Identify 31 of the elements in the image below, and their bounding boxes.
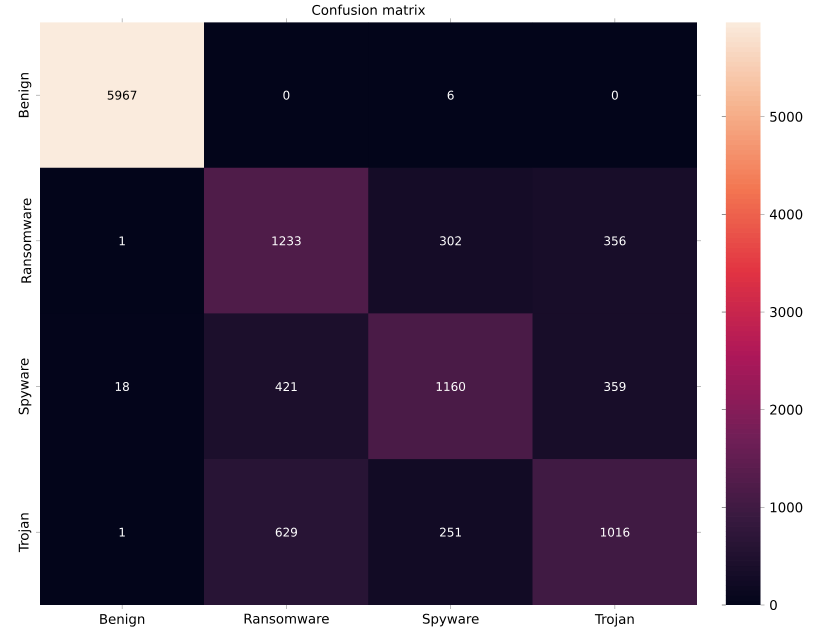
data-label: 251 <box>440 528 461 537</box>
color-bar-label: 4000 <box>770 209 802 220</box>
data-label: 1016 <box>600 528 630 537</box>
x-tick-label: Ransomware <box>244 614 329 624</box>
data-label: 421 <box>276 382 297 391</box>
data-label: 0 <box>612 90 618 100</box>
y-tick-label: Ransomware <box>21 198 32 283</box>
y-tick-label: Trojan <box>18 513 32 552</box>
color-bar-label: 5000 <box>770 112 802 122</box>
data-label: 1 <box>120 528 125 537</box>
y-tick-label: Benign <box>18 73 32 118</box>
data-label: 5967 <box>108 90 136 100</box>
x-tick-label: Spyware <box>422 614 479 626</box>
color-bar-label: 1000 <box>770 502 802 512</box>
data-label: 356 <box>604 236 626 246</box>
data-label: 6 <box>448 90 454 100</box>
data-label: 629 <box>276 528 297 537</box>
data-label: 1160 <box>436 382 466 392</box>
data-label: 359 <box>604 382 626 392</box>
data-label: 0 <box>283 90 290 100</box>
chart-title: Confusion matrix <box>312 4 426 15</box>
y-tick-label: Spyware <box>18 358 32 414</box>
x-tick-label: Trojan <box>594 614 634 627</box>
data-label: 302 <box>440 236 461 246</box>
color-bar-label: 2000 <box>770 404 802 415</box>
color-bar-label: 0 <box>770 600 777 610</box>
x-tick-label: Benign <box>100 614 144 627</box>
data-label: 1233 <box>272 236 301 246</box>
data-label: 18 <box>116 382 129 392</box>
data-label: 1 <box>120 236 125 246</box>
color-bar-label: 3000 <box>770 306 802 318</box>
